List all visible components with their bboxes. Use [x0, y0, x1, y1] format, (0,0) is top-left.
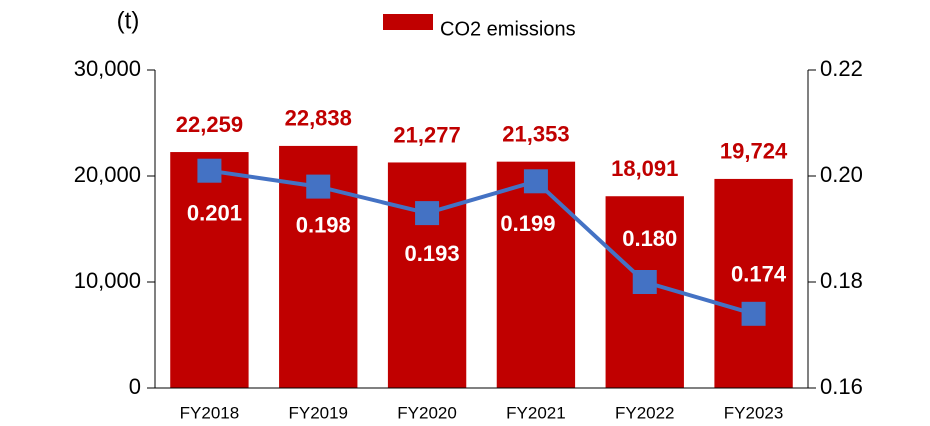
legend-label: CO2 emissions	[440, 18, 576, 40]
y-tick-label: 20,000	[74, 162, 141, 187]
line-marker	[523, 169, 548, 194]
bar-value-label: 18,091	[611, 156, 678, 181]
x-tick-label: FY2020	[397, 403, 457, 422]
line-marker	[306, 174, 331, 199]
bar	[714, 178, 793, 388]
y-axis-label: (t)	[117, 7, 140, 34]
y2-tick-label: 0.18	[820, 268, 863, 293]
x-tick-label: FY2022	[615, 403, 675, 422]
line-value-label: 0.174	[731, 262, 787, 287]
bar	[496, 161, 576, 388]
x-tick-label: FY2023	[724, 403, 784, 422]
y-tick-label: 0	[129, 374, 141, 399]
line-value-label: 0.180	[622, 226, 677, 251]
y2-tick-label: 0.22	[820, 56, 863, 81]
x-tick-label: FY2021	[506, 403, 566, 422]
bar	[170, 152, 249, 388]
line-value-label: 0.193	[405, 241, 460, 266]
bar-value-label: 22,838	[285, 106, 352, 131]
x-tick-label: FY2018	[180, 403, 240, 422]
line-value-label: 0.199	[500, 211, 555, 236]
line-marker	[741, 301, 766, 326]
legend-swatch	[383, 14, 433, 30]
line-marker	[415, 201, 440, 226]
y-tick-label: 10,000	[74, 268, 141, 293]
bar-value-label: 21,353	[502, 121, 569, 146]
line-value-label: 0.201	[187, 201, 242, 226]
y2-tick-label: 0.20	[820, 162, 863, 187]
bar-value-label: 19,724	[720, 139, 788, 164]
line-marker	[197, 158, 222, 183]
bar-value-label: 22,259	[176, 112, 243, 137]
line-marker	[632, 270, 657, 294]
y2-tick-label: 0.16	[820, 374, 863, 399]
x-tick-label: FY2019	[288, 403, 348, 422]
y-tick-label: 30,000	[74, 56, 141, 81]
line	[209, 168, 755, 316]
bar-value-label: 21,277	[393, 122, 460, 147]
bar	[387, 162, 467, 388]
line-value-label: 0.198	[296, 212, 351, 237]
